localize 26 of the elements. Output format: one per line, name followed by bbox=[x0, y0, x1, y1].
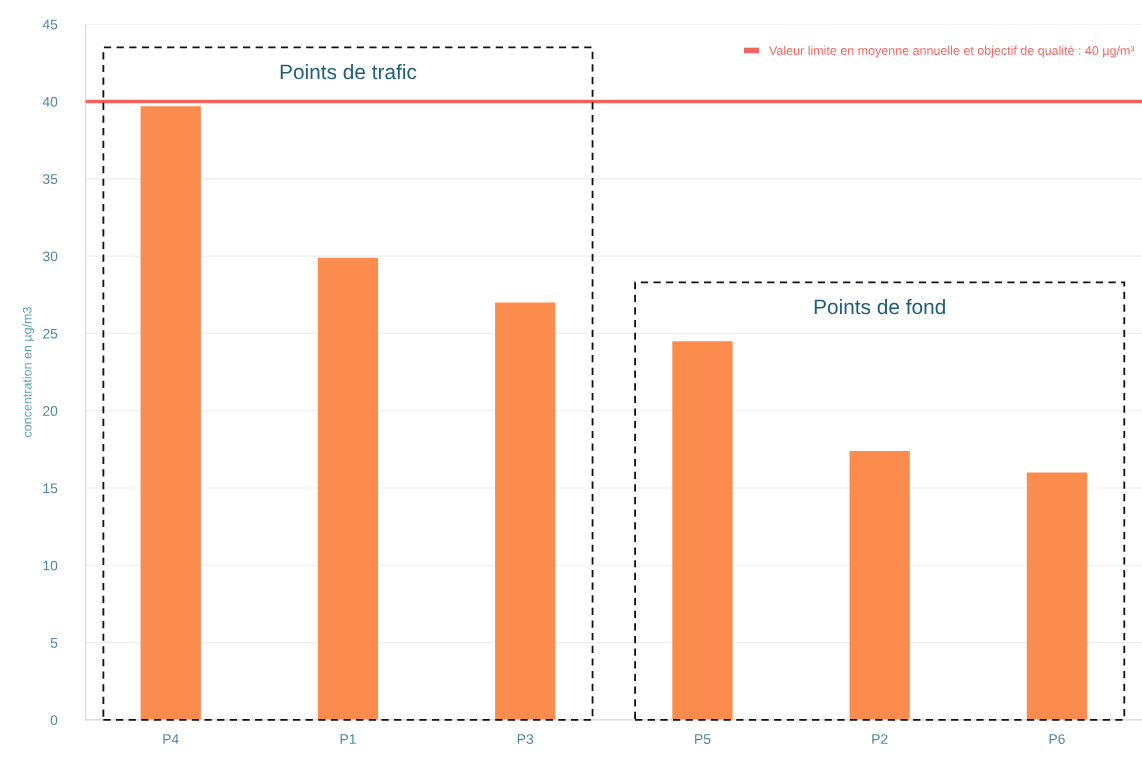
bar bbox=[317, 257, 379, 720]
annotation: Points de fond bbox=[814, 298, 945, 315]
bar bbox=[140, 106, 201, 720]
y-axis-title: concentration en µg/m3 bbox=[22, 307, 35, 437]
y-tick-label: 20 bbox=[43, 406, 58, 416]
y-tick-label: 35 bbox=[42, 174, 58, 184]
y-tick-label: 5 bbox=[50, 638, 58, 648]
x-tick-label: P3 bbox=[517, 734, 534, 744]
bar bbox=[672, 341, 733, 720]
x-tick-label: P1 bbox=[340, 734, 356, 744]
annotation: Points de trafic bbox=[280, 63, 417, 80]
y-tick-label: 0 bbox=[50, 715, 58, 726]
bar bbox=[1026, 472, 1088, 720]
y-tick-label: 40 bbox=[42, 96, 58, 107]
x-tick-label: P5 bbox=[695, 734, 711, 744]
y-tick-label: 25 bbox=[43, 328, 58, 339]
legend-label: Valeur limite en moyenne annuelle et objectif de qualité : 40 µg/m³ bbox=[769, 45, 1135, 58]
y-tick-label: 10 bbox=[43, 560, 58, 571]
bar bbox=[849, 450, 910, 720]
x-tick-label: P6 bbox=[1049, 734, 1065, 744]
y-tick-label: 45 bbox=[42, 19, 58, 30]
x-tick-label: P2 bbox=[872, 734, 888, 744]
x-tick-label: P4 bbox=[163, 734, 179, 744]
bar bbox=[495, 302, 556, 720]
y-tick-label: 30 bbox=[42, 251, 58, 262]
y-tick-label: 15 bbox=[43, 483, 58, 494]
